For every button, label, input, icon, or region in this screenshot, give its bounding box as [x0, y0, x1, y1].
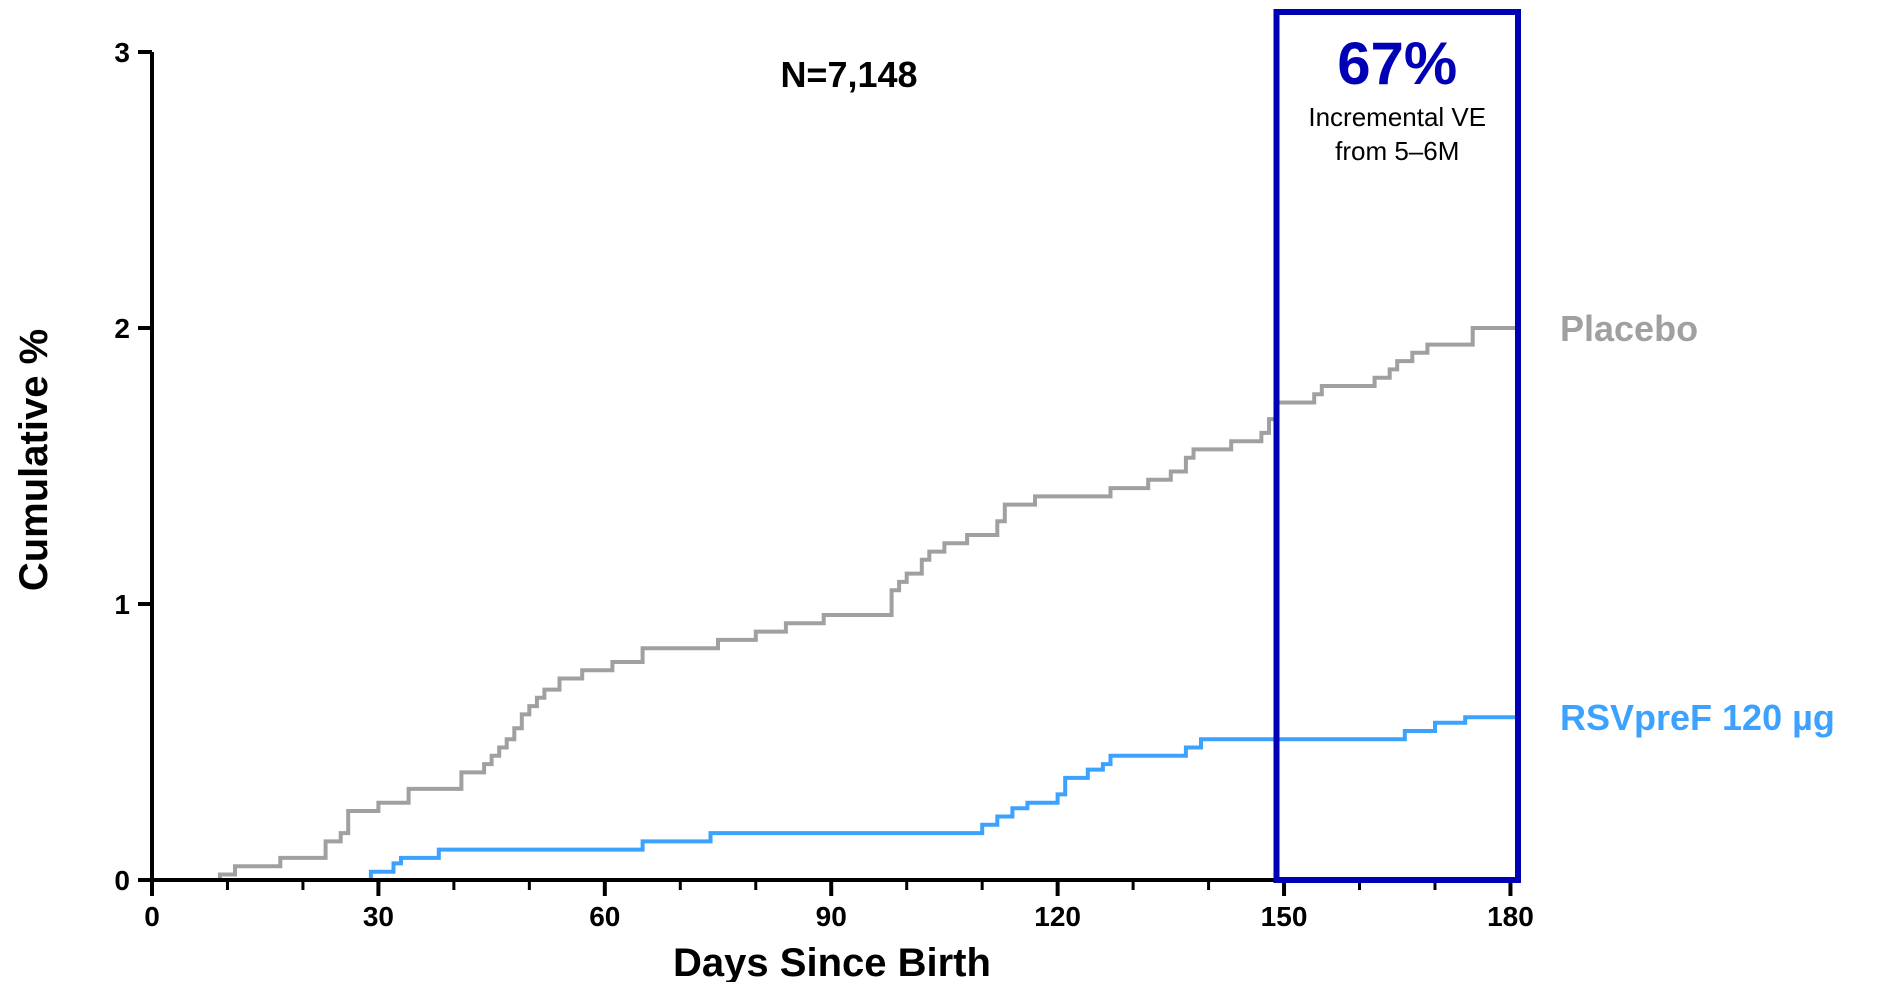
y-tick-label: 1: [114, 589, 130, 620]
incremental-ve-highlight: 67% Incremental VE from 5–6M: [1273, 9, 1521, 883]
series-line-rsvpref: [152, 715, 1518, 882]
x-axis-title: Days Since Birth: [673, 941, 991, 982]
x-tick-label: 90: [816, 901, 847, 932]
series-label-placebo: Placebo: [1560, 308, 1698, 349]
x-tick-label: 60: [589, 901, 620, 932]
series-label-rsvpref: RSVpreF 120 µg: [1560, 697, 1835, 738]
x-tick-label: 30: [363, 901, 394, 932]
axes: 0 30 60 90 120 150 180 0 1 2 3: [114, 37, 1533, 932]
highlight-label-line1: Incremental VE: [1308, 102, 1486, 132]
highlight-value: 67%: [1337, 30, 1457, 97]
plot-lines: [152, 326, 1518, 882]
x-tick-label: 120: [1034, 901, 1081, 932]
x-ticks: 0 30 60 90 120 150 180: [144, 880, 1534, 932]
x-tick-label: 180: [1487, 901, 1534, 932]
x-tick-label: 150: [1261, 901, 1308, 932]
series-line-placebo: [152, 326, 1518, 882]
highlight-box: [1273, 9, 1521, 883]
y-axis-title: Cumulative %: [12, 329, 56, 591]
x-tick-label: 0: [144, 901, 160, 932]
highlight-label-line2: from 5–6M: [1335, 136, 1459, 166]
y-tick-label: 0: [114, 865, 130, 896]
y-tick-label: 3: [114, 37, 130, 68]
y-ticks: 0 1 2 3: [114, 37, 152, 896]
sample-size-annotation: N=7,148: [780, 54, 917, 95]
y-tick-label: 2: [114, 313, 130, 344]
